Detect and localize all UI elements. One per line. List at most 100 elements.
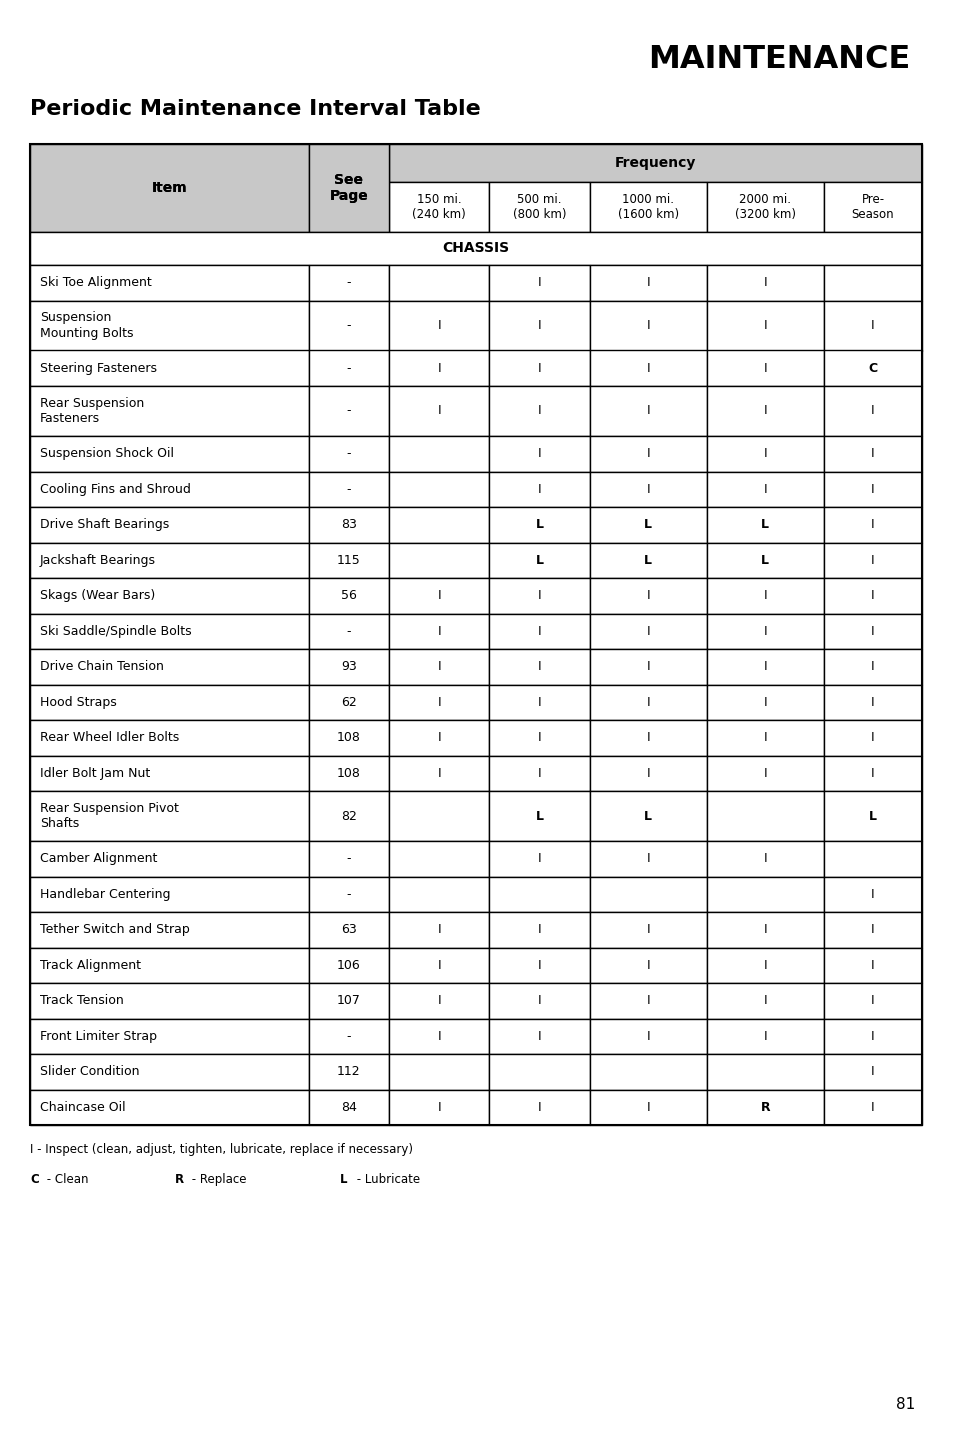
Text: I: I <box>762 448 766 461</box>
Bar <box>309 1089 389 1125</box>
Bar <box>823 182 921 233</box>
Text: 107: 107 <box>336 995 360 1008</box>
Bar <box>309 685 389 720</box>
Text: I: I <box>646 923 649 936</box>
Text: -: - <box>346 625 351 638</box>
Bar <box>309 877 389 912</box>
Bar <box>309 507 389 542</box>
Text: -: - <box>346 888 351 900</box>
Bar <box>706 614 823 648</box>
Bar <box>30 144 309 233</box>
Text: I: I <box>762 660 766 673</box>
Bar <box>706 301 823 350</box>
Text: Frequency: Frequency <box>614 156 696 170</box>
Text: L: L <box>535 518 543 531</box>
Text: Rear Wheel Idler Bolts: Rear Wheel Idler Bolts <box>40 731 179 744</box>
Bar <box>823 791 921 840</box>
Text: I: I <box>537 766 540 779</box>
Text: I: I <box>870 995 874 1008</box>
Bar <box>309 471 389 507</box>
Bar <box>823 507 921 542</box>
Text: I: I <box>436 589 440 602</box>
Bar <box>30 648 309 685</box>
Text: 84: 84 <box>340 1101 356 1114</box>
Bar <box>389 1089 489 1125</box>
Text: -: - <box>346 483 351 496</box>
Bar <box>706 877 823 912</box>
Text: 81: 81 <box>895 1397 914 1412</box>
Bar <box>489 756 589 791</box>
Bar <box>30 385 309 436</box>
Text: I: I <box>762 731 766 744</box>
Bar <box>489 614 589 648</box>
Bar <box>389 1054 489 1089</box>
Bar <box>309 791 389 840</box>
Text: L: L <box>535 810 543 823</box>
Text: I: I <box>762 696 766 708</box>
Text: 1000 mi.
(1600 km): 1000 mi. (1600 km) <box>617 193 679 221</box>
Bar <box>30 1018 309 1054</box>
Text: - Lubricate: - Lubricate <box>353 1173 419 1186</box>
Bar <box>589 182 706 233</box>
Bar <box>489 648 589 685</box>
Bar <box>389 265 489 301</box>
Bar <box>706 436 823 471</box>
Bar <box>30 912 309 948</box>
Bar <box>389 579 489 614</box>
Bar <box>30 144 389 233</box>
Bar <box>706 579 823 614</box>
Bar <box>589 720 706 756</box>
Text: Idler Bolt Jam Nut: Idler Bolt Jam Nut <box>40 766 150 779</box>
Bar <box>30 791 309 840</box>
Text: I: I <box>870 731 874 744</box>
Text: I: I <box>762 1029 766 1043</box>
Bar <box>589 542 706 579</box>
Text: C: C <box>867 362 877 375</box>
Bar <box>309 720 389 756</box>
Text: I: I <box>537 625 540 638</box>
Bar <box>30 579 309 614</box>
Bar <box>30 685 309 720</box>
Bar <box>30 144 921 1125</box>
Bar <box>489 1089 589 1125</box>
Text: Cooling Fins and Shroud: Cooling Fins and Shroud <box>40 483 191 496</box>
Bar <box>589 436 706 471</box>
Text: I: I <box>646 696 649 708</box>
Text: -: - <box>346 362 351 375</box>
Text: I: I <box>537 958 540 971</box>
Text: I: I <box>762 923 766 936</box>
Text: I: I <box>537 923 540 936</box>
Text: Drive Chain Tension: Drive Chain Tension <box>40 660 164 673</box>
Text: Drive Shaft Bearings: Drive Shaft Bearings <box>40 518 169 531</box>
Bar <box>823 756 921 791</box>
Text: I: I <box>537 589 540 602</box>
Text: 62: 62 <box>340 696 356 708</box>
Text: Steering Fasteners: Steering Fasteners <box>40 362 157 375</box>
Text: Pre-
Season: Pre- Season <box>851 193 893 221</box>
Text: I: I <box>646 1029 649 1043</box>
Text: I: I <box>646 362 649 375</box>
Text: CHASSIS: CHASSIS <box>442 241 509 256</box>
Text: I: I <box>537 660 540 673</box>
Bar <box>823 685 921 720</box>
Text: I: I <box>436 731 440 744</box>
Bar <box>706 912 823 948</box>
Text: I: I <box>646 766 649 779</box>
Text: I: I <box>762 625 766 638</box>
Bar <box>823 648 921 685</box>
Text: L: L <box>535 554 543 567</box>
Bar <box>823 614 921 648</box>
Bar <box>309 1054 389 1089</box>
Bar <box>823 1089 921 1125</box>
Bar <box>489 948 589 983</box>
Text: I: I <box>870 888 874 900</box>
Text: I: I <box>762 276 766 289</box>
Bar <box>489 840 589 877</box>
Text: I: I <box>436 923 440 936</box>
Bar <box>589 840 706 877</box>
Text: Suspension Shock Oil: Suspension Shock Oil <box>40 448 173 461</box>
Bar <box>589 1018 706 1054</box>
Bar <box>589 579 706 614</box>
Text: L: L <box>643 518 652 531</box>
Bar <box>489 350 589 385</box>
